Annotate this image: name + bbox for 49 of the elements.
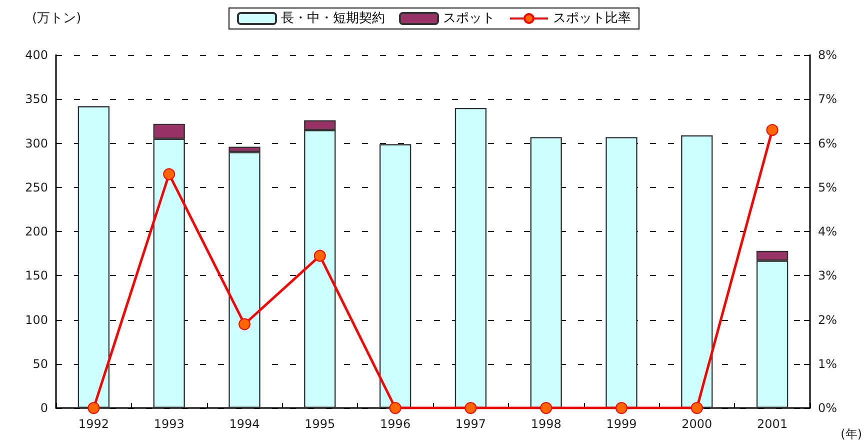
point bbox=[616, 402, 628, 414]
point bbox=[238, 318, 250, 330]
point bbox=[464, 402, 477, 414]
x-tick-label: 2001 bbox=[757, 417, 788, 431]
y2-tick-label: 1% bbox=[818, 356, 838, 371]
y-tick-label: 200 bbox=[25, 224, 48, 238]
bar bbox=[681, 135, 713, 408]
y-tick-label: 50 bbox=[32, 356, 48, 371]
x-tick-label: 2000 bbox=[682, 417, 712, 431]
point bbox=[314, 250, 326, 262]
y2-tick-label: 8% bbox=[818, 48, 838, 62]
bar bbox=[606, 137, 638, 408]
y-tick-label: 0 bbox=[40, 401, 48, 415]
y-tick-label: 300 bbox=[25, 136, 48, 150]
legend-label: スポット bbox=[443, 11, 495, 26]
bar bbox=[78, 106, 110, 408]
point bbox=[163, 168, 176, 180]
point bbox=[88, 402, 100, 414]
y-axis-title: (万トン) bbox=[32, 11, 82, 26]
y-tick-label: 100 bbox=[25, 312, 48, 327]
y2-tick-label: 5% bbox=[818, 180, 838, 194]
point bbox=[766, 124, 778, 136]
x-tick-label: 1997 bbox=[455, 417, 486, 431]
x-tick-label: 1993 bbox=[154, 417, 184, 431]
bar bbox=[530, 137, 562, 408]
legend-label: 長・中・短期契約 bbox=[281, 11, 385, 26]
y2-tick-label: 6% bbox=[818, 136, 838, 150]
y2-tick-label: 3% bbox=[818, 268, 838, 283]
y2-tick-label: 0% bbox=[818, 401, 838, 415]
y-tick-label: 150 bbox=[25, 268, 48, 283]
point bbox=[690, 402, 703, 414]
legend-label: スポット比率 bbox=[553, 10, 631, 26]
x-tick-label: 1998 bbox=[530, 417, 562, 431]
point bbox=[540, 402, 552, 414]
y-tick-label: 250 bbox=[25, 180, 48, 194]
x-tick-label: 1999 bbox=[606, 417, 637, 431]
x-axis-title: (年) bbox=[840, 427, 862, 441]
y-tick-label: 350 bbox=[25, 92, 48, 106]
x-tick-label: 1995 bbox=[304, 417, 336, 431]
x-tick-label: 1994 bbox=[229, 417, 260, 431]
bar bbox=[379, 144, 412, 408]
y2-tick-label: 2% bbox=[818, 312, 838, 327]
y2-tick-label: 7% bbox=[818, 92, 838, 106]
x-tick-label: 1992 bbox=[78, 417, 109, 431]
point bbox=[389, 402, 402, 414]
y2-tick-label: 4% bbox=[818, 224, 838, 238]
x-tick-label: 1996 bbox=[380, 417, 411, 431]
y-tick-label: 400 bbox=[25, 48, 48, 62]
bar bbox=[454, 108, 487, 408]
